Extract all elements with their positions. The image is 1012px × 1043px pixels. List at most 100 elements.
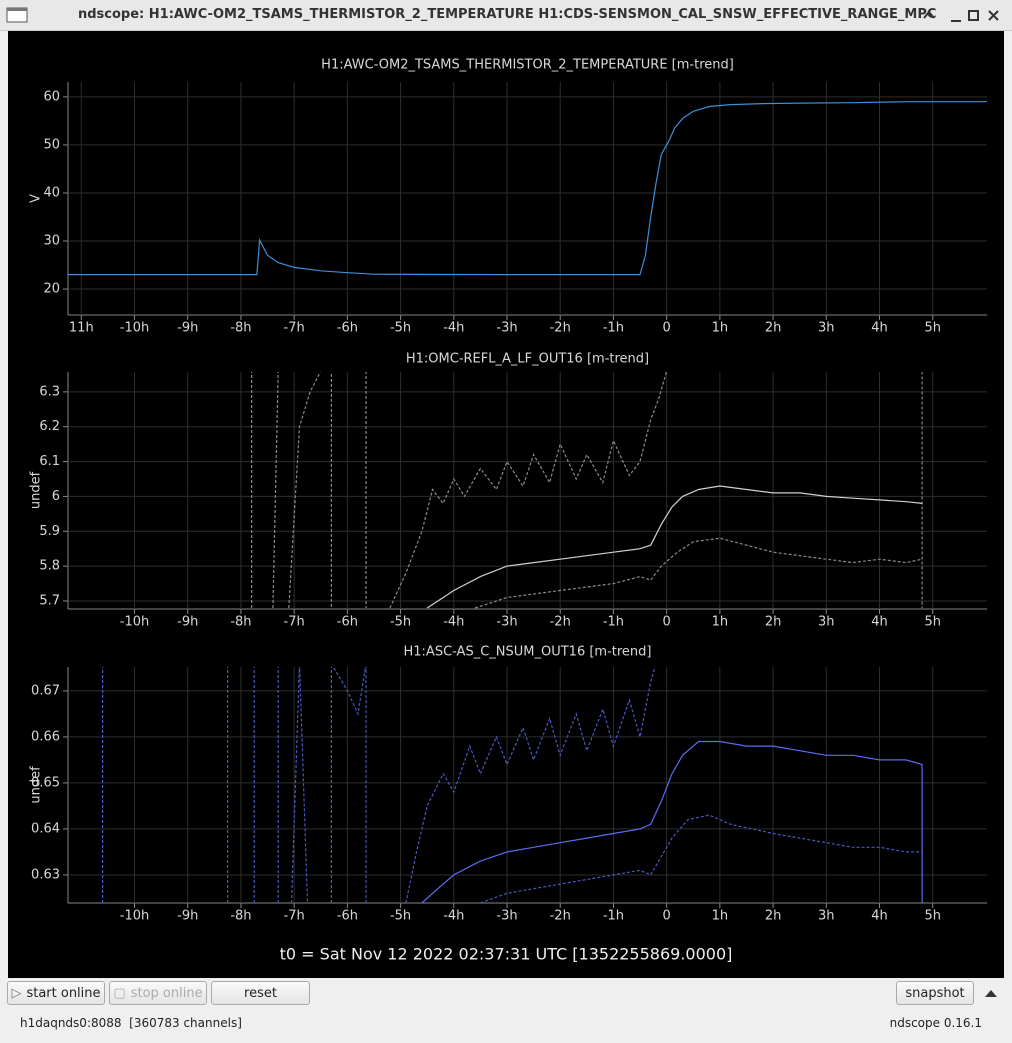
y-tick-label: 0.64 bbox=[31, 821, 60, 836]
x-tick-label: 5h bbox=[924, 615, 941, 630]
x-tick-label: -2h bbox=[550, 909, 571, 924]
chart-title: H1:OMC-REFL_A_LF_OUT16 [m-trend] bbox=[406, 352, 649, 367]
x-tick-label: -3h bbox=[496, 321, 517, 336]
series-line bbox=[474, 537, 923, 609]
x-tick-label: -7h bbox=[284, 615, 305, 630]
y-axis-label: undef bbox=[29, 471, 44, 509]
button-label: stop online bbox=[130, 985, 203, 1001]
plot-area: H1:AWC-OM2_TSAMS_THERMISTOR_2_TEMPERATUR… bbox=[8, 31, 1004, 978]
chart: H1:AWC-OM2_TSAMS_THERMISTOR_2_TEMPERATUR… bbox=[29, 58, 987, 336]
x-tick-label: -6h bbox=[337, 909, 358, 924]
x-tick-label: -9h bbox=[177, 321, 198, 336]
x-tick-label: 4h bbox=[871, 615, 888, 630]
maximize-button[interactable] bbox=[968, 10, 979, 21]
x-tick-label: -9h bbox=[177, 909, 198, 924]
y-tick-label: 0.66 bbox=[31, 729, 60, 744]
x-tick-label: 4h bbox=[871, 909, 888, 924]
stop-online-button: ▢ stop online bbox=[109, 981, 207, 1005]
x-tick-label: -3h bbox=[496, 909, 517, 924]
y-tick-label: 6.1 bbox=[39, 454, 60, 469]
y-axis-label: V bbox=[29, 194, 44, 203]
x-tick-label: 5h bbox=[924, 321, 941, 336]
x-tick-label: -9h bbox=[177, 615, 198, 630]
start-online-button[interactable]: ▷ start online bbox=[7, 981, 105, 1005]
x-tick-label: 11h bbox=[69, 321, 94, 336]
x-tick-label: -3h bbox=[496, 615, 517, 630]
window-title: ndscope: H1:AWC-OM2_TSAMS_THERMISTOR_2_T… bbox=[78, 7, 937, 22]
plot-background bbox=[8, 31, 1004, 978]
x-tick-label: -10h bbox=[120, 909, 149, 924]
series-line bbox=[421, 740, 923, 903]
x-tick-label: 5h bbox=[924, 909, 941, 924]
x-tick-label: -4h bbox=[443, 321, 464, 336]
y-tick-label: 60 bbox=[43, 89, 60, 104]
button-label: reset bbox=[244, 985, 277, 1001]
x-tick-label: -1h bbox=[603, 615, 624, 630]
y-tick-label: 5.9 bbox=[39, 524, 60, 539]
title-bar: ndscope: H1:AWC-OM2_TSAMS_THERMISTOR_2_T… bbox=[0, 0, 1012, 31]
x-tick-label: 1h bbox=[712, 909, 729, 924]
series-line bbox=[68, 101, 987, 276]
x-tick-label: -2h bbox=[550, 615, 571, 630]
x-tick-label: 1h bbox=[712, 615, 729, 630]
minimize-button[interactable] bbox=[923, 10, 935, 19]
series-line bbox=[480, 814, 923, 903]
x-tick-label: 3h bbox=[818, 321, 835, 336]
y-axis-label: undef bbox=[29, 766, 44, 804]
y-tick-label: 40 bbox=[43, 185, 60, 200]
y-tick-label: 30 bbox=[43, 234, 60, 249]
x-tick-label: -1h bbox=[603, 321, 624, 336]
x-tick-label: -8h bbox=[230, 321, 251, 336]
server-status: h1daqnds0:8088 [360783 channels] bbox=[20, 1016, 242, 1030]
y-tick-label: 50 bbox=[43, 137, 60, 152]
y-tick-label: 6.3 bbox=[39, 384, 60, 399]
y-tick-label: 0.67 bbox=[31, 683, 60, 698]
y-tick-label: 20 bbox=[43, 282, 60, 297]
x-tick-label: 2h bbox=[765, 615, 782, 630]
chart: H1:OMC-REFL_A_LF_OUT16 [m-trend] undef 5.7… bbox=[29, 352, 987, 630]
y-tick-label: 0.65 bbox=[31, 775, 60, 790]
x-tick-label: -2h bbox=[550, 321, 571, 336]
expand-button[interactable] bbox=[983, 986, 999, 1002]
x-tick-label: -5h bbox=[390, 321, 411, 336]
x-tick-label: -5h bbox=[390, 909, 411, 924]
x-tick-label: 4h bbox=[871, 321, 888, 336]
x-tick-label: -7h bbox=[284, 909, 305, 924]
t0-label: t0 = Sat Nov 12 2022 02:37:31 UTC [13522… bbox=[280, 945, 733, 964]
x-tick-label: 2h bbox=[765, 909, 782, 924]
snapshot-button[interactable]: snapshot bbox=[896, 981, 974, 1005]
chart-title: H1:AWC-OM2_TSAMS_THERMISTOR_2_TEMPERATUR… bbox=[321, 58, 734, 73]
chart: H1:ASC-AS_C_NSUM_OUT16 [m-trend]undef0.6… bbox=[29, 645, 987, 924]
x-tick-label: -10h bbox=[120, 321, 149, 336]
y-tick-label: 0.63 bbox=[31, 867, 60, 882]
x-tick-label: -6h bbox=[337, 615, 358, 630]
x-tick-label: 3h bbox=[818, 909, 835, 924]
x-tick-label: -4h bbox=[443, 909, 464, 924]
app-icon bbox=[6, 7, 28, 23]
close-button[interactable] bbox=[988, 10, 999, 21]
x-tick-label: -7h bbox=[284, 321, 305, 336]
y-tick-label: 5.7 bbox=[39, 593, 60, 608]
x-tick-label: 0 bbox=[663, 909, 671, 924]
x-tick-label: -10h bbox=[120, 615, 149, 630]
button-label: start online bbox=[26, 985, 101, 1001]
x-tick-label: -8h bbox=[230, 615, 251, 630]
x-tick-label: 1h bbox=[712, 321, 729, 336]
x-tick-label: -6h bbox=[337, 321, 358, 336]
x-tick-label: 2h bbox=[765, 321, 782, 336]
x-tick-label: -5h bbox=[390, 615, 411, 630]
version-label: ndscope 0.16.1 bbox=[889, 1016, 982, 1030]
series-line bbox=[426, 485, 923, 609]
reset-button[interactable]: reset bbox=[211, 981, 310, 1005]
x-tick-label: 0 bbox=[663, 615, 671, 630]
x-tick-label: -8h bbox=[230, 909, 251, 924]
x-tick-label: -1h bbox=[603, 909, 624, 924]
window-controls bbox=[923, 10, 999, 22]
x-tick-label: -4h bbox=[443, 615, 464, 630]
y-tick-label: 6.2 bbox=[39, 419, 60, 434]
y-tick-label: 6 bbox=[52, 489, 60, 504]
x-tick-label: 0 bbox=[663, 321, 671, 336]
button-label: snapshot bbox=[905, 985, 965, 1001]
y-tick-label: 5.8 bbox=[39, 559, 60, 574]
